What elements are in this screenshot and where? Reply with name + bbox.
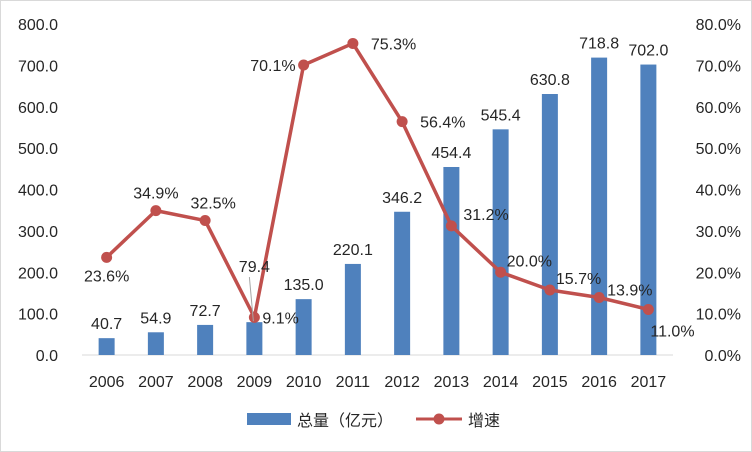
- line-data-labels: 23.6% 34.9% 32.5% 9.1% 70.1% 75.3% 56.4% 31.2% 2…: [84, 36, 695, 340]
- left-axis-tick-label: 100.0: [18, 307, 58, 324]
- line-marker: [199, 215, 211, 227]
- bar-data-label: 54.9: [140, 310, 171, 327]
- bar-data-label: 79.4: [239, 259, 270, 276]
- line-data-label: 20.0%: [507, 253, 552, 270]
- left-axis-tick-label: 200.0: [18, 265, 58, 282]
- right-axis-tick-label: 0.0%: [705, 348, 741, 365]
- line-marker: [445, 220, 457, 232]
- bar: [147, 332, 164, 355]
- legend-swatch-bars: [247, 413, 291, 425]
- line-marker: [150, 205, 162, 217]
- bar-data-label: 72.7: [190, 303, 221, 320]
- bar-data-label: 454.4: [431, 145, 471, 162]
- x-axis-tick-label: 2015: [532, 374, 568, 391]
- x-axis-tick-label: 2013: [434, 374, 470, 391]
- growth-line: [105, 41, 649, 320]
- x-axis-tick-label: 2007: [138, 374, 174, 391]
- line-marker: [495, 266, 507, 278]
- legend-label-line: 增速: [468, 412, 500, 430]
- line-data-label: 32.5%: [190, 196, 235, 213]
- bar: [640, 64, 657, 356]
- bar: [492, 129, 509, 355]
- line-marker: [298, 59, 310, 71]
- left-axis-tick-label: 700.0: [18, 58, 58, 75]
- left-axis-tick-label: 0.0: [36, 348, 58, 365]
- left-axis: 0.0 100.0 200.0 300.0 400.0 500.0 600.0 700.0 80…: [18, 17, 58, 365]
- line-data-label: 31.2%: [463, 207, 508, 224]
- bar: [197, 324, 214, 355]
- bar-data-label: 718.8: [579, 36, 619, 53]
- line-data-label: 34.9%: [133, 186, 178, 203]
- bar-data-label: 135.0: [284, 277, 324, 294]
- line-data-label: 56.4%: [420, 115, 465, 132]
- line-data-label: 70.1%: [250, 58, 295, 75]
- legend-marker-line: [433, 413, 445, 425]
- bar-data-label: 40.7: [91, 316, 122, 333]
- bar-data-label: 346.2: [382, 190, 422, 207]
- right-axis: 0.0% 10.0% 20.0% 30.0% 40.0% 50.0% 60.0% 70.0% 8…: [696, 17, 741, 365]
- line-marker: [248, 311, 260, 323]
- x-axis-tick-label: 2014: [483, 374, 519, 391]
- bar-data-label: 220.1: [333, 242, 373, 259]
- x-axis-tick-label: 2008: [187, 374, 223, 391]
- line-data-label: 15.7%: [556, 271, 601, 288]
- x-axis-tick-label: 2011: [336, 374, 371, 391]
- right-axis-tick-label: 70.0%: [696, 58, 741, 75]
- bar-data-label: 545.4: [481, 107, 521, 124]
- bar: [541, 94, 558, 355]
- bar-data-label: 702.0: [628, 43, 668, 60]
- line-data-label: 23.6%: [84, 268, 129, 285]
- x-axis-tick-label: 2012: [384, 374, 420, 391]
- line-marker: [593, 291, 605, 303]
- bar: [591, 57, 608, 356]
- right-axis-tick-label: 60.0%: [696, 100, 741, 117]
- line-marker: [396, 116, 408, 128]
- x-axis-tick-label: 2017: [631, 374, 667, 391]
- bar: [344, 263, 361, 355]
- x-axis-tick-label: 2006: [89, 374, 125, 391]
- line-data-label: 9.1%: [262, 310, 298, 327]
- bar-series: [98, 57, 657, 356]
- line-data-label: 75.3%: [371, 36, 416, 53]
- left-axis-tick-label: 400.0: [18, 183, 58, 200]
- left-axis-tick-label: 800.0: [18, 17, 58, 34]
- bar-data-label: 630.8: [530, 72, 570, 89]
- bar: [246, 322, 263, 355]
- bar: [98, 338, 115, 355]
- line-marker: [642, 303, 654, 315]
- bar-data-labels: 40.7 54.9 72.7 79.4 135.0 220.1 346.2 454.4 545.…: [91, 36, 668, 334]
- x-axis-tick-label: 2009: [237, 374, 273, 391]
- x-axis: 2006 2007 2008 2009 2010 2011 2012 2013 2014 2015…: [89, 374, 666, 391]
- right-axis-tick-label: 10.0%: [696, 307, 741, 324]
- line-series: [101, 37, 654, 323]
- line-marker: [101, 251, 113, 263]
- bar: [295, 299, 312, 355]
- line-data-label: 13.9%: [607, 282, 652, 299]
- x-axis-tick-label: 2016: [581, 374, 617, 391]
- right-axis-tick-label: 20.0%: [696, 265, 741, 282]
- bar: [443, 166, 460, 355]
- bar: [394, 211, 411, 355]
- legend: 总量（亿元） 增速: [247, 412, 500, 430]
- legend-label-bars: 总量（亿元）: [297, 412, 393, 430]
- right-axis-tick-label: 40.0%: [696, 183, 741, 200]
- right-axis-tick-label: 80.0%: [696, 17, 741, 34]
- line-data-label: 11.0%: [650, 323, 694, 340]
- right-axis-tick-label: 50.0%: [696, 141, 741, 158]
- line-marker: [544, 284, 556, 296]
- left-axis-tick-label: 600.0: [18, 100, 58, 117]
- leader-line: [248, 276, 254, 322]
- left-axis-tick-label: 500.0: [18, 141, 58, 158]
- left-axis-tick-label: 300.0: [18, 224, 58, 241]
- right-axis-tick-label: 30.0%: [696, 224, 741, 241]
- line-marker: [347, 37, 359, 49]
- x-axis-tick-label: 2010: [286, 374, 322, 391]
